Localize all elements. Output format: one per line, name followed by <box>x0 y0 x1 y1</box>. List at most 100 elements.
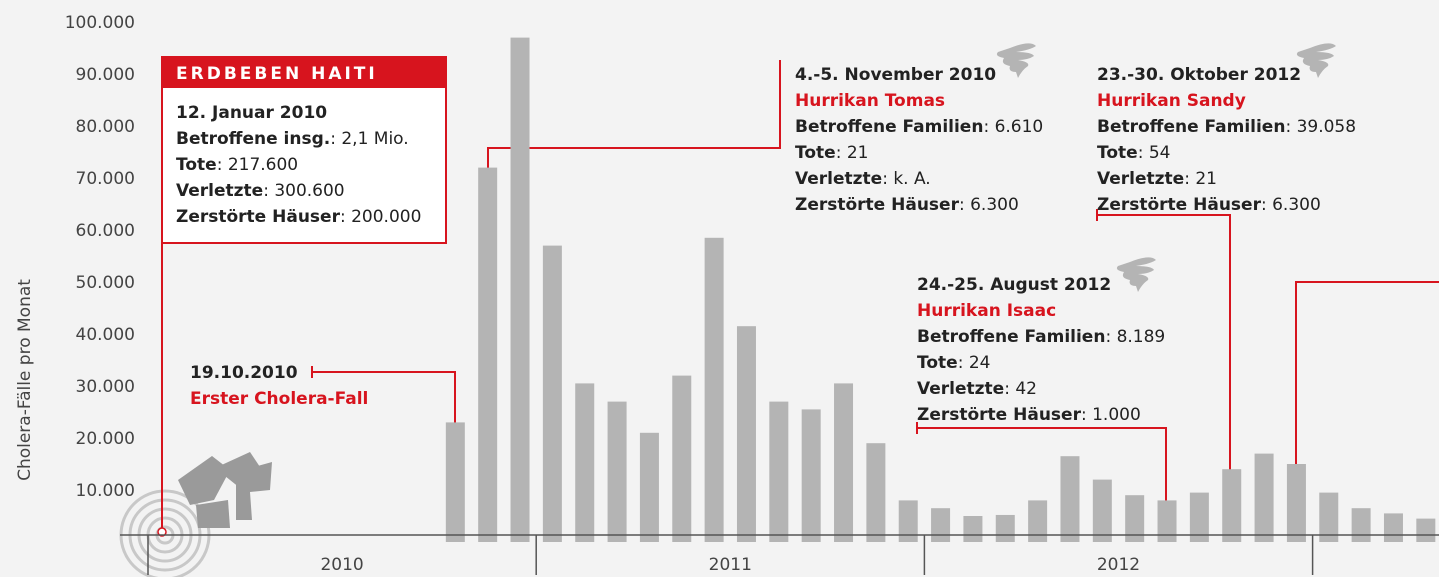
year-label: 2012 <box>1097 555 1140 575</box>
bar <box>931 508 950 542</box>
year-label: 2011 <box>709 555 752 575</box>
annotation-bold: 4.-5. November 2010 <box>795 65 996 85</box>
bar <box>899 500 918 542</box>
annotation-red: Hurrikan Isaac <box>917 301 1056 321</box>
y-tick-label: 40.000 <box>76 325 135 345</box>
annotation-red: Erster Cholera-Fall <box>190 389 368 409</box>
bar <box>866 443 885 542</box>
annotation-bold: Zerstörte Häuser <box>1097 195 1262 215</box>
annotation-bold: 12. Januar 2010 <box>176 103 327 123</box>
annotation-bold: Zerstörte Häuser <box>795 195 960 215</box>
annotation-title: ERDBEBEN HAITI <box>176 64 378 84</box>
y-tick-label: 90.000 <box>76 65 135 85</box>
annotation-bold: Tote <box>176 155 217 175</box>
annotation-text: : 6.610 <box>983 117 1043 137</box>
annotation-text: : 200.000 <box>340 207 421 227</box>
annotation-line: Zerstörte Häuser: 6.300 <box>1097 195 1321 215</box>
annotation-line: Zerstörte Häuser: 200.000 <box>176 207 421 227</box>
annotation-line: Zerstörte Häuser: 6.300 <box>795 195 1019 215</box>
bar <box>737 326 756 542</box>
annotation-text: : 54 <box>1138 143 1171 163</box>
annotation-text: : 2,1 Mio. <box>330 129 408 149</box>
annotation-line: 4.-5. November 2010 <box>795 65 996 85</box>
bar <box>511 38 530 542</box>
y-tick-label: 80.000 <box>76 117 135 137</box>
bar <box>1093 480 1112 542</box>
annotation-bold: Zerstörte Häuser <box>917 405 1082 425</box>
bar <box>608 402 627 542</box>
annotation-text: : 39.058 <box>1285 117 1356 137</box>
annotation-text: : 42 <box>1004 379 1037 399</box>
y-tick-label: 10.000 <box>76 481 135 501</box>
annotation-line: Tote: 21 <box>795 143 868 163</box>
chart: 10.000 20.000 30.000 40.000 50.000 60.000 70.0… <box>0 0 1439 577</box>
annotation-line: 19.10.2010 <box>190 363 298 383</box>
annotation-text: : 300.600 <box>263 181 344 201</box>
annotation-text: : 6.300 <box>959 195 1019 215</box>
annotation-line: Verletzte: 42 <box>917 379 1037 399</box>
year-label: 2010 <box>320 555 363 575</box>
bar <box>640 433 659 542</box>
annotation-line: Tote: 54 <box>1097 143 1170 163</box>
annotation-red: Hurrikan Sandy <box>1097 91 1246 111</box>
y-axis-label: Cholera-Fälle pro Monat <box>15 279 35 481</box>
annotation-bold: Tote <box>1097 143 1138 163</box>
bar <box>769 402 788 542</box>
annotation-bold: 19.10.2010 <box>190 363 298 383</box>
annotation-bold: Betroffene Familien <box>917 327 1105 347</box>
y-tick-label: 50.000 <box>76 273 135 293</box>
annotation-bold: Betroffene Familien <box>1097 117 1285 137</box>
bar <box>1352 508 1371 542</box>
bar <box>478 168 497 542</box>
annotation-line: Betroffene Familien: 39.058 <box>1097 117 1356 137</box>
annotation-line: 24.-25. August 2012 <box>917 275 1111 295</box>
annotation-bold: Tote <box>795 143 836 163</box>
y-tick-label: 70.000 <box>76 169 135 189</box>
annotation-line: Hurrikan Isaac <box>917 301 1056 321</box>
annotation-line: Erster Cholera-Fall <box>190 389 368 409</box>
annotation-line: Betroffene Familien: 8.189 <box>917 327 1165 347</box>
bar <box>802 409 821 542</box>
y-tick-label: 20.000 <box>76 429 135 449</box>
annotation-line: Hurrikan Tomas <box>795 91 945 111</box>
bar <box>1255 454 1274 542</box>
bar <box>543 246 562 542</box>
annotation-bold: 23.-30. Oktober 2012 <box>1097 65 1301 85</box>
bar <box>672 376 691 542</box>
bar <box>834 383 853 542</box>
bar <box>446 422 465 542</box>
annotation-bold: Tote <box>917 353 958 373</box>
annotation-text: : 21 <box>836 143 869 163</box>
annotation-text: : 1.000 <box>1081 405 1141 425</box>
annotation-line: Verletzte: 300.600 <box>176 181 345 201</box>
annotation-text: : 217.600 <box>217 155 298 175</box>
y-tick-label: 30.000 <box>76 377 135 397</box>
annotation-text: : 21 <box>1184 169 1217 189</box>
bar <box>575 383 594 542</box>
annotation-bold: 24.-25. August 2012 <box>917 275 1111 295</box>
bar <box>1222 469 1241 542</box>
bar <box>963 516 982 542</box>
annotation-bold: Betroffene Familien <box>795 117 983 137</box>
annotation-line: Zerstörte Häuser: 1.000 <box>917 405 1141 425</box>
annotation-bold: Verletzte <box>795 169 882 189</box>
annotation-line: 12. Januar 2010 <box>176 103 327 123</box>
annotation-bold: Verletzte <box>176 181 263 201</box>
annotation-text: : 24 <box>958 353 991 373</box>
annotation-line: Betroffene insg.: 2,1 Mio. <box>176 129 409 149</box>
annotation-line: Betroffene Familien: 6.610 <box>795 117 1043 137</box>
bar <box>1416 519 1435 542</box>
bar <box>1028 500 1047 542</box>
annotation-line: Tote: 217.600 <box>176 155 298 175</box>
y-tick-label: 100.000 <box>65 13 135 33</box>
annotation-bold: Betroffene insg. <box>176 129 330 149</box>
bar <box>1158 500 1177 542</box>
annotation-line: 23.-30. Oktober 2012 <box>1097 65 1301 85</box>
bar <box>1060 456 1079 542</box>
annotation-text: : 6.300 <box>1261 195 1321 215</box>
annotation-line: Hurrikan Sandy <box>1097 91 1246 111</box>
y-tick-label: 60.000 <box>76 221 135 241</box>
annotation-red: Hurrikan Tomas <box>795 91 945 111</box>
annotation-text: : k. A. <box>882 169 931 189</box>
bar <box>996 515 1015 542</box>
